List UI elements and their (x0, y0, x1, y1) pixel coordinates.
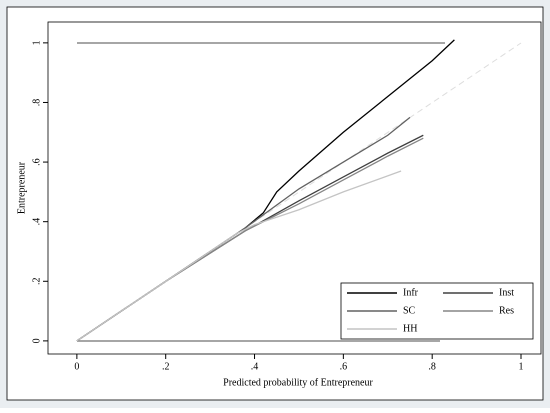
legend-label: HH (403, 323, 417, 334)
y-axis-label: Entrepreneur (16, 161, 27, 214)
y-tick-label: .8 (31, 99, 42, 107)
x-axis-label: Predicted probability of Entrepreneur (223, 377, 373, 388)
series-line (76, 170, 402, 342)
legend-label: Res (499, 305, 514, 316)
y-tick-label: .4 (31, 218, 42, 226)
x-tick-label: 1 (519, 361, 524, 372)
x-tick-label: 0 (74, 361, 79, 372)
y-tick-label: 1 (31, 40, 42, 45)
legend-label: Inst (499, 287, 514, 298)
y-tick-label: .2 (31, 278, 42, 286)
legend-label: Infr (403, 287, 419, 298)
reference-line (76, 42, 522, 342)
legend-label: SC (403, 305, 416, 316)
y-tick-label: 0 (31, 338, 42, 343)
x-tick-label: .6 (340, 361, 348, 372)
y-tick-label: .6 (31, 158, 42, 166)
x-tick-label: .4 (251, 361, 259, 372)
x-tick-label: .2 (162, 361, 170, 372)
x-tick-label: .8 (428, 361, 436, 372)
